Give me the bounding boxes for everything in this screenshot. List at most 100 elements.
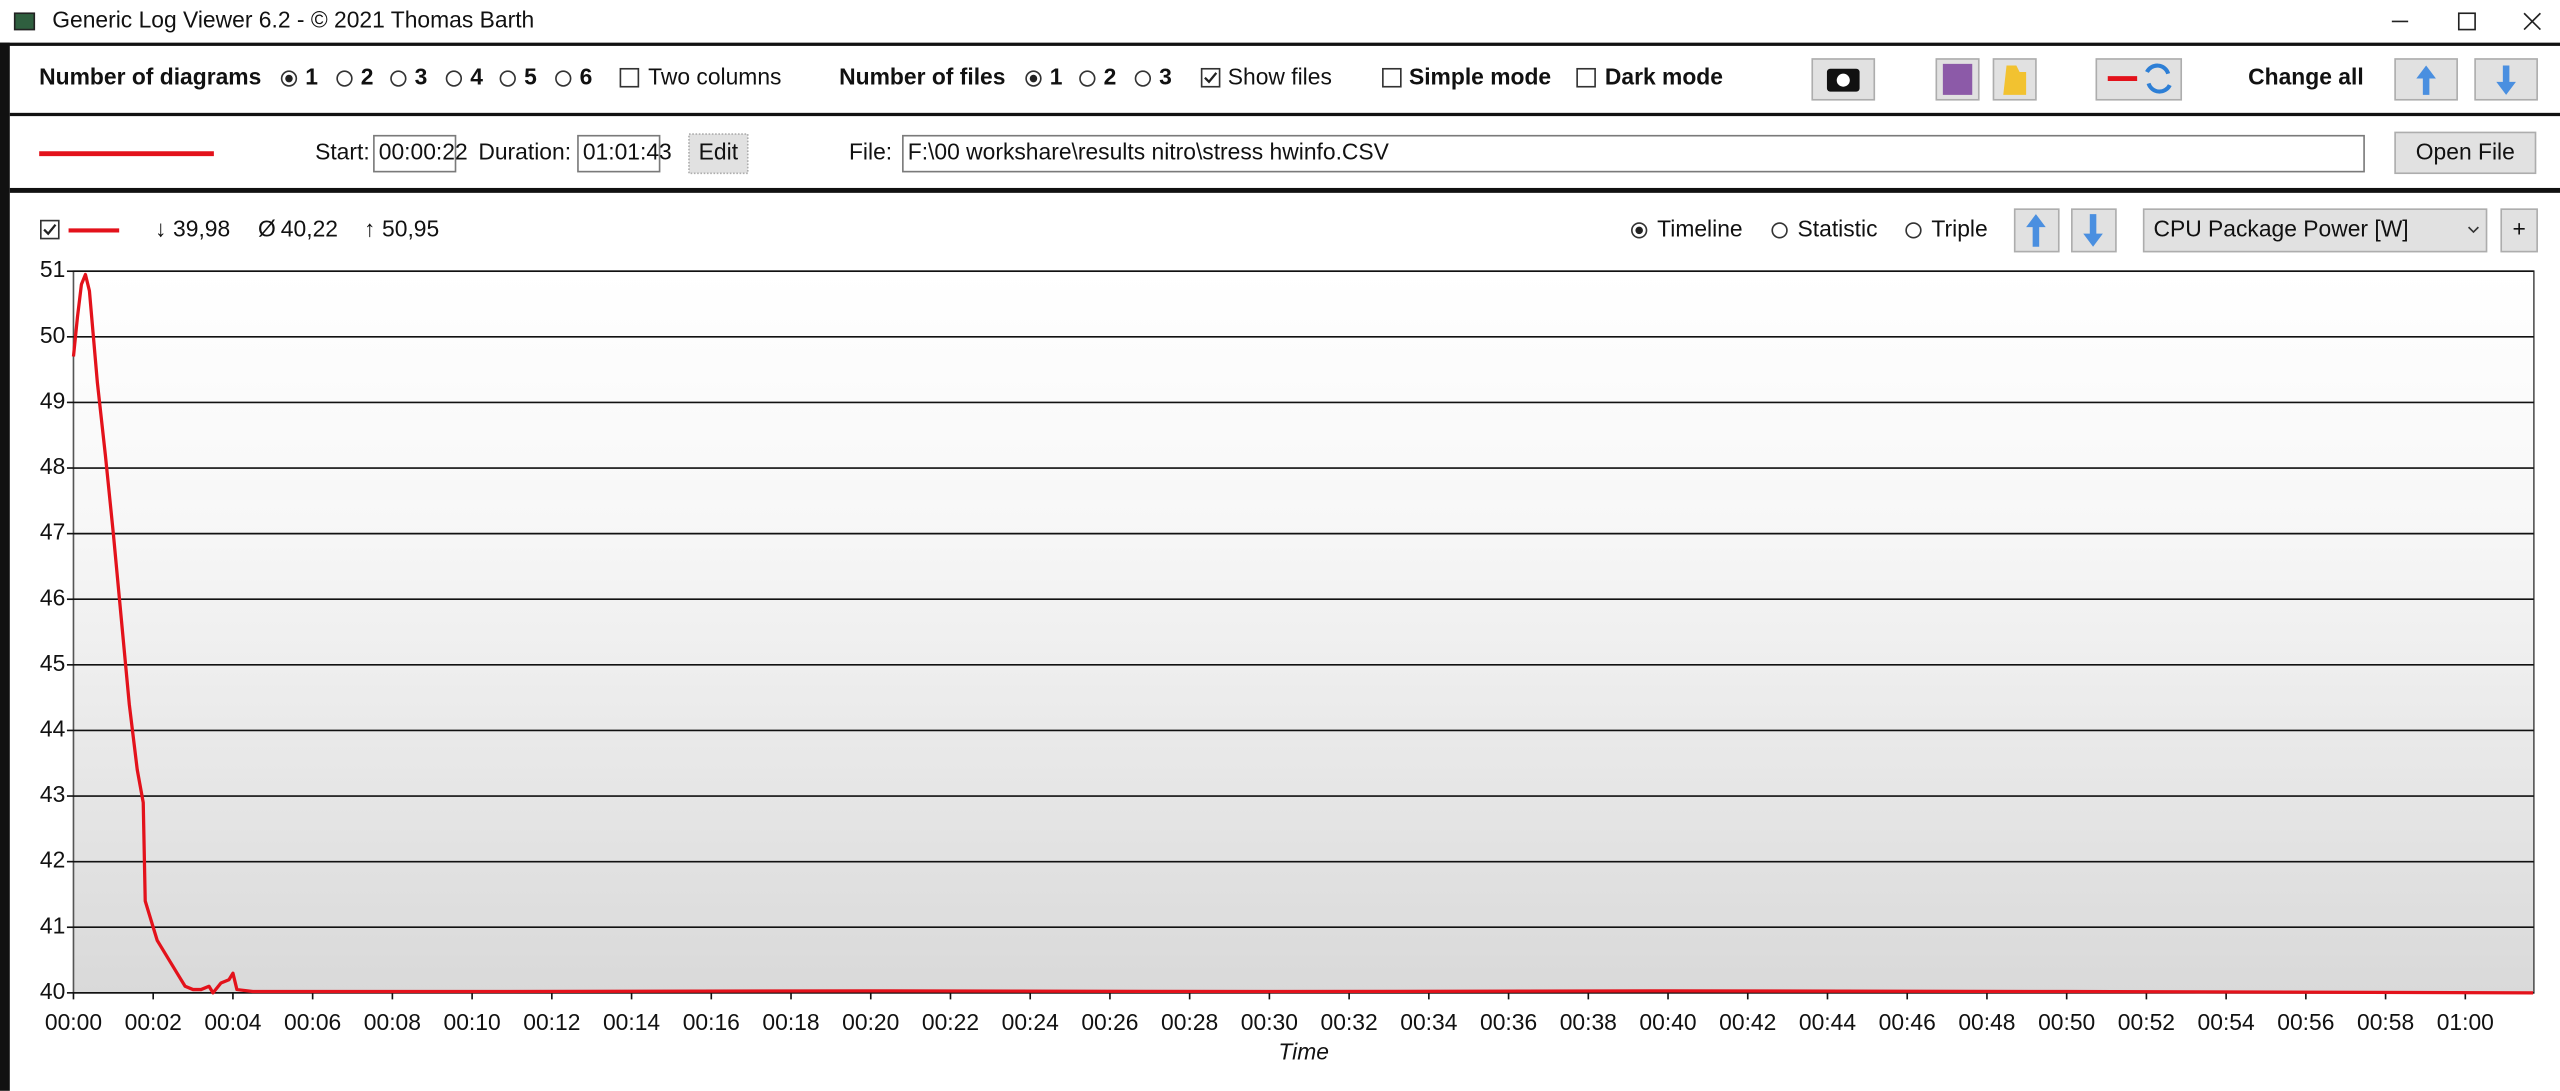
y-tick-label: 51 xyxy=(40,256,65,282)
plot-area xyxy=(72,270,2535,994)
title-separator xyxy=(0,42,2560,46)
save-icon xyxy=(1942,63,1973,95)
app-icon xyxy=(13,12,36,31)
file-input[interactable] xyxy=(902,134,2365,173)
window-border xyxy=(0,42,10,1091)
toolbar-separator xyxy=(9,112,2560,117)
check-mark xyxy=(43,223,57,236)
radio-button[interactable] xyxy=(445,70,463,87)
x-tick-label: 00:38 xyxy=(1560,1009,1617,1035)
duration-input[interactable] xyxy=(577,134,661,173)
y-tick-label: 42 xyxy=(40,847,65,873)
x-tick-label: 00:26 xyxy=(1081,1009,1138,1035)
maximize-button[interactable] xyxy=(2457,12,2476,31)
checkbox[interactable] xyxy=(1576,67,1596,88)
checkbox-label: Two columns xyxy=(648,64,781,90)
radio-button[interactable] xyxy=(336,70,353,87)
close-button[interactable] xyxy=(2523,12,2541,31)
x-tick-label: 00:32 xyxy=(1321,1009,1378,1035)
data-line xyxy=(71,272,2534,995)
stat-symbol: ↑ xyxy=(364,215,375,241)
checkbox-label: Simple mode xyxy=(1409,64,1551,90)
x-tick-label: 00:16 xyxy=(683,1009,740,1035)
radio-label: 2 xyxy=(1104,64,1117,90)
radio-label: 2 xyxy=(361,64,374,90)
toolbar-label: Number of files xyxy=(839,64,1005,90)
radio-dot xyxy=(1635,226,1643,235)
x-tick-label: 00:58 xyxy=(2357,1009,2414,1035)
y-tick-label: 41 xyxy=(40,912,65,938)
channel-dropdown[interactable] xyxy=(2142,208,2488,253)
radio-label: 3 xyxy=(415,64,428,90)
open-file-button[interactable] xyxy=(2394,131,2537,175)
x-tick-label: 00:14 xyxy=(603,1009,660,1035)
x-tick-label: 00:50 xyxy=(2038,1009,2095,1035)
up-icon xyxy=(2026,214,2046,247)
toolbar-label: Number of diagrams xyxy=(39,64,261,90)
radio-button[interactable] xyxy=(1771,222,1788,239)
x-tick-label: 00:52 xyxy=(2118,1009,2175,1035)
stat-symbol: Ø xyxy=(258,215,276,241)
radio-button[interactable] xyxy=(555,70,572,87)
stat-min: 39,98 xyxy=(173,215,230,241)
x-tick-label: 00:24 xyxy=(1002,1009,1059,1035)
radio-button[interactable] xyxy=(499,70,516,87)
x-tick-label: 00:54 xyxy=(2198,1009,2255,1035)
checkbox[interactable] xyxy=(40,219,60,240)
x-tick-label: 00:40 xyxy=(1639,1009,1696,1035)
x-tick-label: 00:20 xyxy=(842,1009,899,1035)
radio-button[interactable] xyxy=(1079,70,1096,87)
checkbox-label: Dark mode xyxy=(1605,64,1723,90)
y-tick-label: 45 xyxy=(40,650,65,676)
radio-label: Statistic xyxy=(1798,215,1878,241)
radio-label: 1 xyxy=(1050,64,1063,90)
x-tick-label: 00:34 xyxy=(1400,1009,1457,1035)
radio-dot xyxy=(1029,74,1038,83)
field-label: File: xyxy=(849,139,892,165)
y-tick-label: 40 xyxy=(40,978,65,1004)
y-tick-label: 47 xyxy=(40,519,65,545)
y-tick-label: 49 xyxy=(40,387,65,413)
x-tick-label: 00:48 xyxy=(1958,1009,2015,1035)
x-tick-label: 00:18 xyxy=(762,1009,819,1035)
checkbox[interactable] xyxy=(1200,67,1221,88)
checkbox[interactable] xyxy=(619,67,640,88)
stat-avg: 40,22 xyxy=(281,215,338,241)
y-tick-label: 48 xyxy=(40,453,65,479)
button-label: + xyxy=(2513,215,2526,241)
radio-label: 5 xyxy=(524,64,537,90)
x-tick-label: 00:22 xyxy=(922,1009,979,1035)
window-title: Generic Log Viewer 6.2 - © 2021 Thomas B… xyxy=(52,6,534,32)
y-tick-label: 46 xyxy=(40,584,65,610)
dropdown-label: CPU Package Power [W] xyxy=(2153,215,2408,241)
radio-dot xyxy=(285,74,293,83)
x-tick-label: 00:30 xyxy=(1241,1009,1298,1035)
x-tick-label: 00:28 xyxy=(1161,1009,1218,1035)
field-value: 01:01:43 xyxy=(583,139,672,165)
change-all-label: Change all xyxy=(2248,64,2364,90)
radio-button[interactable] xyxy=(1134,70,1152,87)
radio-button[interactable] xyxy=(390,70,407,87)
start-input[interactable] xyxy=(373,134,457,173)
x-tick-label: 00:04 xyxy=(204,1009,261,1035)
radio-label: 1 xyxy=(305,64,318,90)
radio-label: Triple xyxy=(1931,215,1987,241)
checkbox[interactable] xyxy=(1382,67,1402,88)
radio-label: Timeline xyxy=(1657,215,1742,241)
add-button[interactable] xyxy=(2500,208,2538,253)
x-tick-label: 00:02 xyxy=(125,1009,182,1035)
down-icon xyxy=(2496,65,2516,95)
dropdown-chevron xyxy=(2467,226,2479,234)
y-tick-label: 44 xyxy=(40,715,66,741)
title-bar xyxy=(0,0,2560,43)
radio-label: 4 xyxy=(470,64,483,90)
checkbox-label: Show files xyxy=(1228,64,1332,90)
radio-button[interactable] xyxy=(1905,222,1922,239)
edit-button[interactable] xyxy=(688,133,749,175)
field-label: Start: xyxy=(315,139,370,165)
x-tick-label: 01:00 xyxy=(2437,1009,2494,1035)
stat-max: 50,95 xyxy=(382,215,439,241)
